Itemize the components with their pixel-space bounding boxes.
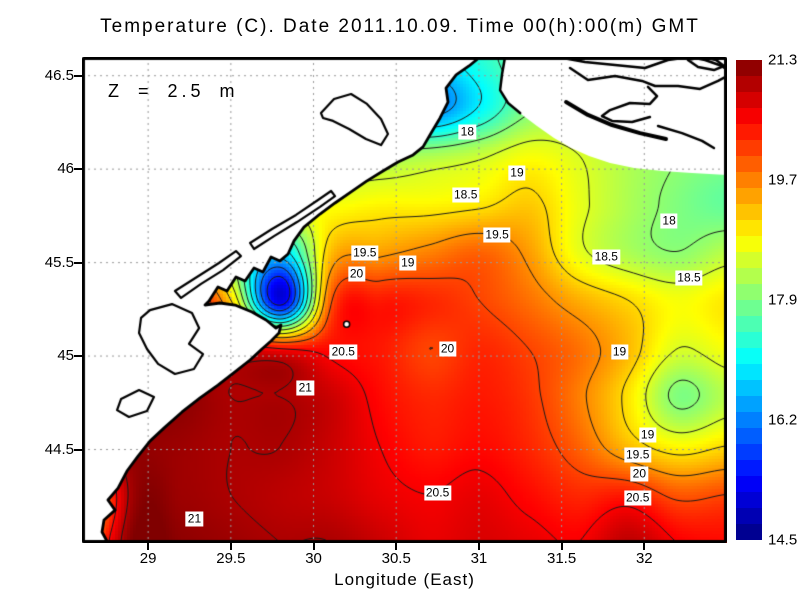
contour-label: 18 bbox=[660, 213, 678, 229]
contour-label: 20 bbox=[347, 266, 366, 282]
colorbar-segment bbox=[736, 236, 762, 252]
plot-title: Temperature (C). Date 2011.10.09. Time 0… bbox=[100, 16, 700, 37]
colorbar-segment bbox=[736, 204, 762, 220]
y-tick-mark bbox=[74, 261, 82, 264]
y-tick-label: 45.5 bbox=[44, 253, 74, 271]
x-tick-mark bbox=[643, 543, 646, 550]
colorbar-tick-label: 16.2 bbox=[768, 411, 798, 429]
contour-label: 18.5 bbox=[592, 249, 620, 265]
contour-label: 20.5 bbox=[624, 490, 652, 506]
contour-label: 19.5 bbox=[483, 227, 511, 243]
colorbar-segment bbox=[736, 348, 762, 364]
x-tick-mark bbox=[560, 543, 563, 550]
colorbar-segment bbox=[736, 460, 762, 476]
x-tick-label: 30.5 bbox=[381, 550, 411, 567]
map-canvas bbox=[82, 57, 727, 543]
colorbar-segment bbox=[736, 492, 762, 508]
x-tick-label: 30 bbox=[305, 550, 322, 567]
colorbar-segment bbox=[736, 300, 762, 316]
colorbar-segment bbox=[736, 316, 762, 332]
contour-label: 19 bbox=[508, 165, 526, 181]
y-tick-label: 46 bbox=[57, 160, 74, 178]
colorbar-segment bbox=[736, 268, 762, 284]
colorbar-segment bbox=[736, 380, 762, 396]
y-tick-label: 45 bbox=[57, 347, 74, 365]
x-tick-label: 29 bbox=[139, 550, 157, 567]
x-tick-label: 32 bbox=[635, 550, 653, 567]
contour-label: 19 bbox=[399, 255, 417, 271]
colorbar-segment bbox=[736, 428, 762, 444]
colorbar-segment bbox=[736, 124, 762, 140]
colorbar-segment bbox=[736, 252, 762, 268]
x-tick-label: 31 bbox=[470, 550, 488, 567]
contour-label: 18.5 bbox=[675, 270, 703, 286]
contour-label: 20.5 bbox=[423, 485, 452, 501]
colorbar-segment bbox=[736, 396, 762, 412]
colorbar-tick-label: 17.9 bbox=[768, 291, 798, 309]
x-tick-mark bbox=[312, 543, 315, 550]
contour-label: 21 bbox=[185, 511, 204, 527]
colorbar-segment bbox=[736, 508, 762, 524]
y-tick-mark bbox=[74, 355, 82, 358]
x-tick-label: 31.5 bbox=[547, 550, 577, 567]
colorbar-tick-label: 21.3 bbox=[768, 51, 798, 69]
colorbar-segment bbox=[736, 284, 762, 300]
colorbar-segment bbox=[736, 140, 762, 156]
colorbar-segment bbox=[736, 444, 762, 460]
plot-area: Z = 2.5 m 18 19 18.5 19.5 18 18.5 18.5 19.5 19 20… bbox=[82, 57, 727, 543]
depth-annotation: Z = 2.5 m bbox=[108, 81, 239, 101]
colorbar-tick-label: 19.7 bbox=[768, 171, 798, 189]
colorbar-segment bbox=[736, 412, 762, 428]
colorbar-segment bbox=[736, 76, 762, 92]
colorbar-segment bbox=[736, 476, 762, 492]
x-tick-mark bbox=[229, 543, 232, 550]
contour-label: 19 bbox=[610, 344, 629, 360]
x-tick-mark bbox=[395, 543, 398, 550]
colorbar-segment bbox=[736, 188, 762, 204]
y-tick-mark bbox=[74, 168, 82, 171]
colorbar-segment bbox=[736, 172, 762, 188]
colorbar-segment bbox=[736, 60, 762, 76]
contour-label: 18.5 bbox=[452, 187, 480, 203]
colorbar bbox=[736, 60, 762, 540]
x-tick-label: 29.5 bbox=[216, 550, 246, 567]
contour-label: 21 bbox=[296, 380, 314, 396]
y-tick-mark bbox=[74, 74, 82, 77]
contour-label: 19 bbox=[638, 427, 657, 443]
x-tick-mark bbox=[147, 543, 150, 550]
contour-label: 18 bbox=[458, 124, 477, 140]
colorbar-segment bbox=[736, 156, 762, 172]
colorbar-segment bbox=[736, 108, 762, 124]
y-tick-label: 44.5 bbox=[44, 440, 74, 458]
contour-label: 20 bbox=[438, 341, 457, 357]
contour-label: 19.5 bbox=[351, 245, 379, 261]
y-tick-label: 46.5 bbox=[44, 66, 74, 84]
y-tick-mark bbox=[74, 448, 82, 451]
contour-label: 20.5 bbox=[329, 344, 357, 360]
contour-label: 19.5 bbox=[624, 447, 652, 463]
colorbar-segment bbox=[736, 332, 762, 348]
colorbar-segment bbox=[736, 220, 762, 236]
contour-label: 20 bbox=[630, 466, 649, 482]
colorbar-segment bbox=[736, 92, 762, 108]
colorbar-segment bbox=[736, 524, 762, 540]
x-axis-title: Longitude (East) bbox=[334, 570, 475, 589]
colorbar-segment bbox=[736, 364, 762, 380]
x-tick-mark bbox=[477, 543, 480, 550]
colorbar-tick-label: 14.5 bbox=[768, 531, 798, 549]
